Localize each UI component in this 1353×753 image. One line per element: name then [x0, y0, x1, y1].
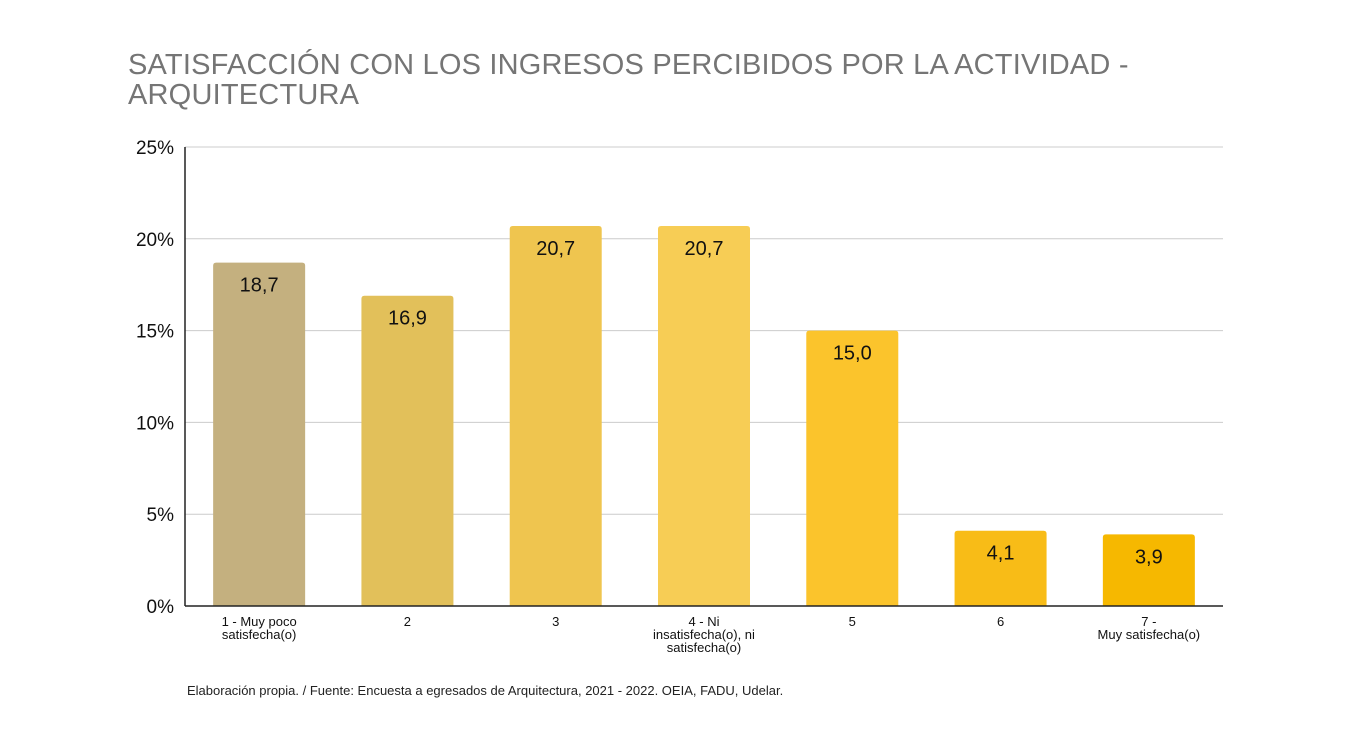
data-label: 4,1	[987, 543, 1015, 565]
y-tick-label: 5%	[147, 505, 175, 526]
source-footnote: Elaboración propia. / Fuente: Encuesta a…	[187, 683, 784, 698]
data-label: 20,7	[685, 238, 724, 260]
bar	[806, 330, 899, 606]
data-label: 20,7	[536, 238, 575, 260]
bar	[509, 225, 602, 606]
x-tick-label: 7 -Muy satisfecha(o)	[1098, 614, 1201, 642]
y-tick-label: 25%	[136, 138, 174, 159]
data-label: 15,0	[833, 343, 872, 365]
chart-title: SATISFACCIÓN CON LOS INGRESOS PERCIBIDOS…	[128, 49, 1129, 111]
data-label: 18,7	[240, 275, 279, 297]
bar	[361, 295, 454, 606]
bar	[1102, 534, 1195, 606]
bar	[954, 530, 1047, 606]
y-tick-label: 20%	[136, 230, 174, 251]
x-tick-label: 5	[849, 614, 856, 629]
bar	[658, 225, 750, 606]
x-tick-label: 6	[997, 614, 1004, 629]
axes: 0% 5% 10% 15% 20% 25% 1 - Muy poco satisfecha(o…	[136, 138, 1223, 655]
data-label: 16,9	[388, 308, 427, 330]
y-tick-label: 0%	[147, 597, 175, 618]
x-tick-label: 2	[404, 614, 411, 629]
data-label: 3,9	[1135, 546, 1163, 568]
y-tick-label: 15%	[136, 322, 174, 343]
y-tick-label: 10%	[136, 413, 174, 434]
x-tick-label: 4 - Ni insatisfecha(o), ni satisfecha(o)	[653, 614, 755, 655]
bar	[213, 262, 306, 606]
bars	[213, 225, 1195, 606]
labels: 18,7 16,9 20,7 20,7 15,0 4,1 3,9	[240, 238, 1163, 568]
x-tick-label: 1 - Muy poco satisfecha(o)	[222, 614, 297, 642]
x-tick-label: 3	[552, 614, 559, 629]
